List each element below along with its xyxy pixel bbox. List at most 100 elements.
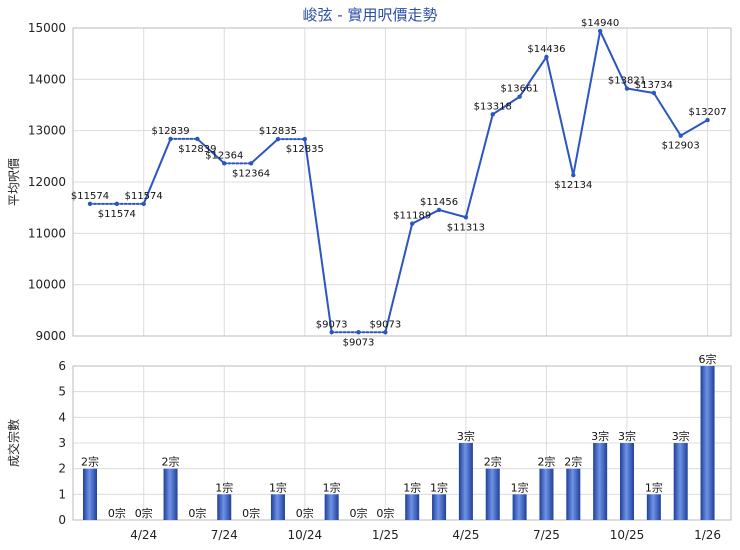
price-point-17 xyxy=(544,54,549,60)
volume-bar-label-21: 1宗 xyxy=(645,480,663,494)
chart-title: 峻弦 - 實用呎價走勢 xyxy=(303,6,438,24)
volume-bar-label-1: 0宗 xyxy=(108,506,126,520)
x-tick-label-6: 10/25 xyxy=(610,528,645,542)
volume-bar-label-5: 1宗 xyxy=(215,480,233,494)
price-y-axis-label: 平均呎價 xyxy=(7,158,21,206)
x-tick-label-1: 7/24 xyxy=(211,528,238,542)
price-point-label-7: $12835 xyxy=(259,126,297,137)
price-point-20 xyxy=(624,86,630,91)
price-point-14 xyxy=(463,215,469,220)
price-segment-18 xyxy=(572,30,602,177)
price-y-tick-14000: 14000 xyxy=(28,72,66,86)
volume-panel: 0 1 2 3 4 5 6 成交宗數 2宗 0宗 0宗 2宗 0宗 1宗 0宗 1宗 0宗 1宗 0宗 0宗 1宗 1… xyxy=(6,352,732,542)
price-point-10 xyxy=(356,330,361,335)
price-segment-21 xyxy=(652,91,682,137)
price-point-label-18: $12134 xyxy=(554,180,592,191)
price-point-15 xyxy=(490,112,495,117)
volume-bar-16 xyxy=(512,494,527,520)
volume-bar-12 xyxy=(405,494,420,520)
volume-bar-label-19: 3宗 xyxy=(591,429,609,443)
price-point-8 xyxy=(302,136,307,142)
x-tick-label-2: 10/24 xyxy=(288,528,323,542)
volume-bar-label-7: 1宗 xyxy=(269,480,287,494)
volume-bar-label-23: 6宗 xyxy=(699,352,717,366)
price-point-11 xyxy=(383,330,388,335)
price-point-7 xyxy=(275,136,281,142)
volume-bar-19 xyxy=(593,443,608,520)
x-tick-label-5: 7/25 xyxy=(533,528,560,542)
volume-bar-18 xyxy=(566,468,581,520)
volume-y-tick-6: 6 xyxy=(58,359,66,373)
price-point-label-22: $12903 xyxy=(662,141,700,152)
price-segment-13 xyxy=(438,208,467,219)
volume-bar-22 xyxy=(673,443,688,520)
price-point-label-13: $11456 xyxy=(420,197,458,208)
volume-y-tick-4: 4 xyxy=(58,410,66,424)
volume-bar-23 xyxy=(700,366,715,520)
volume-bar-7 xyxy=(270,494,285,520)
volume-bar-label-16: 1宗 xyxy=(511,480,529,494)
price-point-23 xyxy=(705,117,710,123)
price-point-label-1: $11574 xyxy=(98,209,136,220)
price-segment-6 xyxy=(250,138,279,165)
price-point-3 xyxy=(168,136,173,142)
price-y-tick-11000: 11000 xyxy=(28,226,66,240)
price-segment-17 xyxy=(545,55,575,177)
price-point-9 xyxy=(329,330,334,335)
price-point-label-0: $11574 xyxy=(71,191,109,202)
price-segment-4 xyxy=(196,137,226,165)
price-point-label-15: $13318 xyxy=(474,101,512,112)
x-tick-label-0: 4/24 xyxy=(130,528,157,542)
volume-bar-label-0: 2宗 xyxy=(81,455,99,469)
price-point-21 xyxy=(651,90,657,96)
volume-bar-label-8: 0宗 xyxy=(296,506,314,520)
price-segment-12 xyxy=(411,208,441,225)
volume-y-tick-3: 3 xyxy=(58,436,66,450)
price-point-label-10: $9073 xyxy=(343,337,375,348)
price-point-5 xyxy=(222,161,227,166)
price-point-label-17: $14436 xyxy=(527,44,565,55)
volume-bar-13 xyxy=(432,494,447,520)
price-y-tick-10000: 10000 xyxy=(28,278,66,292)
price-point-labels: $11574$11574$11574$12839$12839$12364$123… xyxy=(71,18,727,348)
volume-bar-3 xyxy=(163,468,178,520)
volume-bar-label-13: 1宗 xyxy=(430,480,448,494)
price-segment-2 xyxy=(142,137,172,205)
price-y-tick-9000: 9000 xyxy=(35,329,66,343)
price-point-label-4: $12839 xyxy=(178,144,216,155)
price-point-label-23: $13207 xyxy=(688,107,726,118)
price-point-19 xyxy=(597,28,603,34)
volume-bar-21 xyxy=(646,494,661,520)
price-segment-19 xyxy=(599,30,628,90)
x-tick-labels: 4/24 7/24 10/24 1/25 4/25 7/25 10/25 1/26 xyxy=(130,528,721,542)
price-segment-16 xyxy=(518,55,548,98)
volume-bar-label-14: 3宗 xyxy=(457,429,475,443)
volume-bar-label-20: 3宗 xyxy=(618,429,636,443)
price-segment-14 xyxy=(464,113,494,219)
volume-bar-label-10: 0宗 xyxy=(350,506,368,520)
price-point-22 xyxy=(678,133,683,138)
volume-plot-frame xyxy=(72,365,732,521)
volume-bar-0 xyxy=(83,468,97,520)
volume-bar-label-12: 1宗 xyxy=(403,480,421,494)
price-point-0 xyxy=(87,201,93,207)
price-point-label-9: $9073 xyxy=(316,319,348,330)
price-point-label-6: $12364 xyxy=(232,168,270,179)
price-y-tick-13000: 13000 xyxy=(28,124,66,138)
volume-bar-17 xyxy=(539,468,554,520)
price-point-label-3: $12839 xyxy=(151,126,189,137)
price-segment-8 xyxy=(303,138,333,334)
price-y-tick-12000: 12000 xyxy=(28,175,66,189)
volume-bar-20 xyxy=(620,443,634,520)
volume-bar-label-9: 1宗 xyxy=(323,480,341,494)
price-points xyxy=(87,28,710,335)
volume-bar-label-17: 2宗 xyxy=(537,455,555,469)
price-point-18 xyxy=(571,172,576,178)
x-tick-label-4: 4/25 xyxy=(452,528,479,542)
volume-bar-label-6: 0宗 xyxy=(242,506,260,520)
volume-bars xyxy=(83,366,715,520)
volume-bar-label-4: 0宗 xyxy=(188,506,206,520)
volume-y-tick-0: 0 xyxy=(58,513,66,527)
